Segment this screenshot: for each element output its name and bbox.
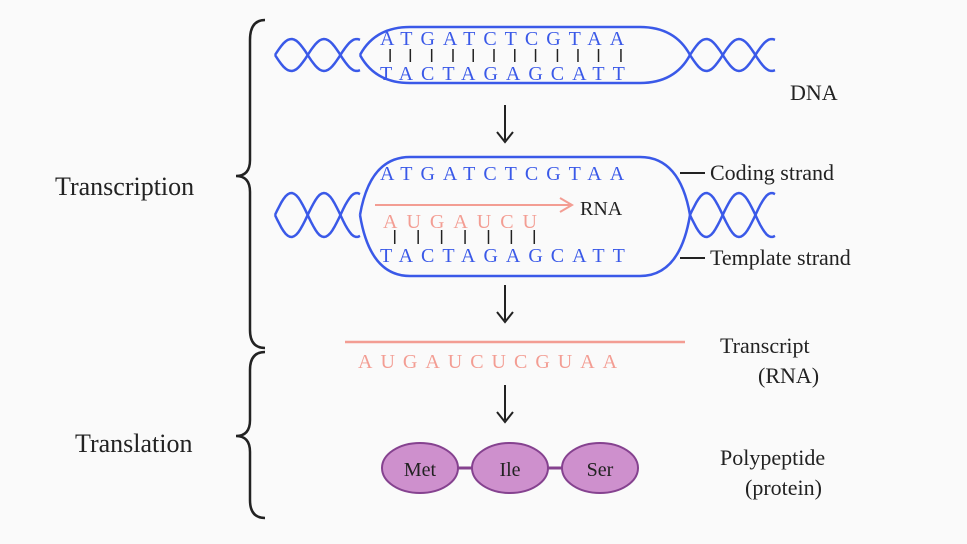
amino-acid-label: Met [404,459,437,481]
transcript-label-l1: Transcript [720,333,810,358]
stage-polypeptide: Met Ile Ser Polypeptide (protein) [382,443,825,500]
amino-acid-label: Ile [499,459,520,481]
dna-top-sequence: ATGATCTCGTAA [380,28,632,50]
coding-sequence: ATGATCTCGTAA [380,163,632,185]
template-sequence: TACTAGAGCATT [380,245,633,267]
stage-transcript: AUGAUCUCGUAA Transcript (RNA) [345,333,819,388]
basepair-ticks [390,49,621,62]
nascent-rna-sequence: AUGAUCU [383,211,546,233]
amino-acid-label: Ser [587,459,614,481]
translation-bracket [236,352,265,518]
polypeptide-label-l2: (protein) [745,475,822,500]
polypeptide-label-l1: Polypeptide [720,445,825,470]
amino-acid-chain: Met Ile Ser [382,443,638,493]
stage-transcription-bubble: ATGATCTCGTAA AUGAUCU RNA TACTAGAGCATT Co… [275,157,851,276]
stage-dna: ATGATCTCGTAA TACTAGAGCATT DNA [275,27,838,105]
arrow-down-3 [497,385,513,422]
transcription-section-label: Transcription [55,172,194,201]
transcription-bracket [236,20,265,348]
coding-strand-label: Coding strand [710,160,834,185]
transcript-label-l2: (RNA) [758,363,819,388]
rna-label: RNA [580,198,623,220]
dna-bottom-sequence: TACTAGAGCATT [380,63,633,85]
arrow-down-2 [497,285,513,322]
translation-section-label: Translation [75,429,193,458]
arrow-down-1 [497,105,513,142]
transcript-sequence: AUGAUCUCGUAA [358,351,625,373]
template-strand-label: Template strand [710,245,851,270]
dna-label: DNA [790,80,838,105]
central-dogma-diagram: ATGATCTCGTAA TACTAGAGCATT DNA ATGATCTCGT… [0,0,967,544]
